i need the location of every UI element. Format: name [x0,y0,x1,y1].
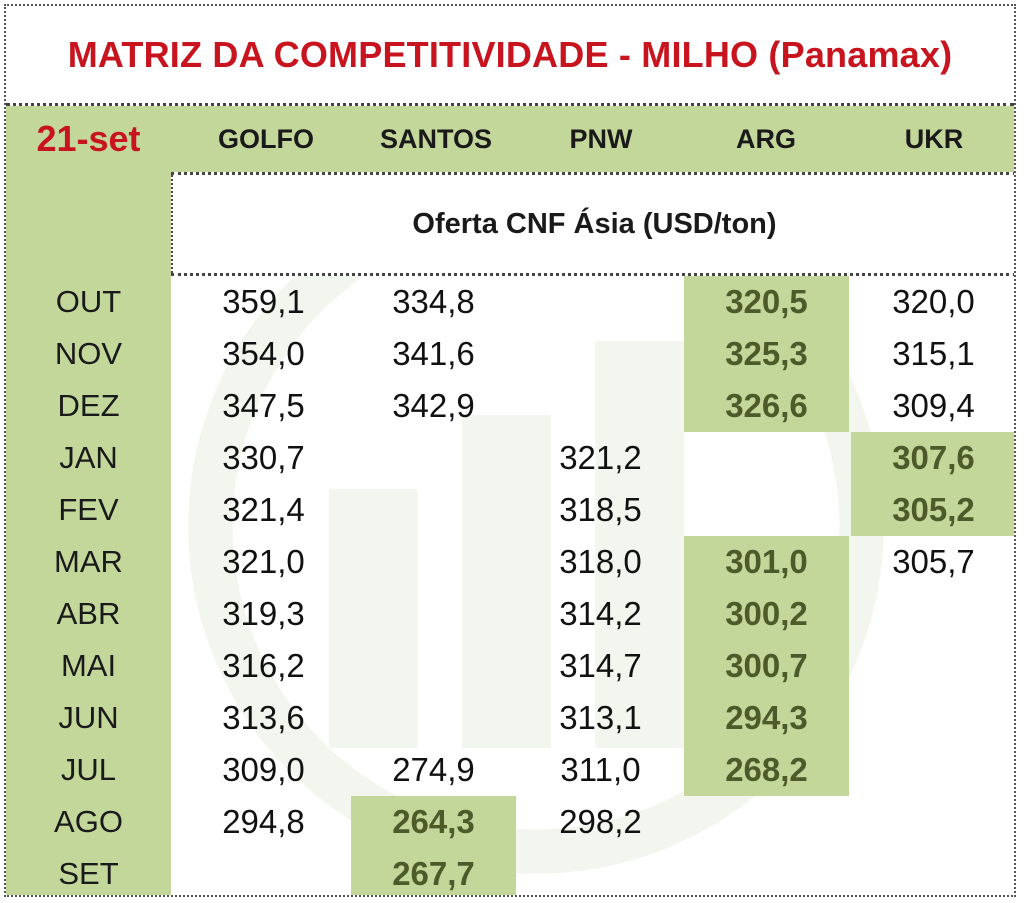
cell-golfo [181,848,346,895]
cell-ukr [851,588,1014,640]
column-header-band [171,106,1014,172]
date-label: 21-set [36,118,141,159]
cell-santos: 334,8 [392,283,475,320]
cell-ukr [851,640,1014,692]
cell-pnw [518,380,683,432]
best-offer-highlight [684,588,849,640]
cell-arg: 268,2 [725,751,808,788]
month-label: JUN [58,700,119,735]
cell-santos: 264,3 [392,803,475,840]
cell-ukr: 305,2 [892,491,975,528]
best-offer-highlight [684,692,849,744]
cell-santos [351,692,516,744]
cell-pnw [518,848,683,895]
cell-arg: 326,6 [725,387,808,424]
cell-arg [684,796,849,848]
best-offer-highlight [684,380,849,432]
cell-ukr: 307,6 [892,439,975,476]
page-title: MATRIZ DA COMPETITIVIDADE - MILHO (Panam… [67,33,953,75]
month-label: FEV [58,492,119,527]
column-header-arg: ARG [736,123,796,154]
cell-golfo: 359,1 [222,283,305,320]
cell-arg: 300,2 [725,595,808,632]
cell-arg: 325,3 [725,335,808,372]
cell-santos [351,536,516,588]
cell-ukr [851,744,1014,796]
competitiveness-matrix: MATRIZ DA COMPETITIVIDADE - MILHO (Panam… [4,4,1016,897]
cell-ukr [851,796,1014,848]
cell-santos [351,588,516,640]
month-label: NOV [54,336,123,371]
month-label: SET [58,856,119,891]
month-column-band [6,106,171,895]
cell-ukr [851,692,1014,744]
cell-santos [351,484,516,536]
best-offer-highlight [851,432,1014,484]
cell-golfo: 347,5 [222,387,305,424]
cell-pnw [518,328,683,380]
month-label: AGO [54,804,123,839]
month-label: MAR [54,544,123,579]
cell-pnw: 298,2 [559,803,642,840]
cell-golfo: 319,3 [222,595,305,632]
best-offer-highlight [851,484,1014,536]
month-label: MAI [60,648,117,683]
best-offer-highlight [684,276,849,328]
column-header-pnw: PNW [569,123,633,154]
month-label: DEZ [57,388,120,423]
best-offer-highlight [684,640,849,692]
best-offer-highlight [684,328,849,380]
cell-arg: 300,7 [725,647,808,684]
best-offer-highlight [684,536,849,588]
cell-arg [684,432,849,484]
cell-santos: 342,9 [392,387,475,424]
cell-ukr: 320,0 [892,283,975,320]
cell-pnw: 318,0 [559,543,642,580]
cell-ukr [851,848,1014,895]
table-subtitle: Oferta CNF Ásia (USD/ton) [171,172,1014,276]
cell-arg: 320,5 [725,283,808,320]
cell-pnw [518,276,683,328]
month-label: JUL [60,752,117,787]
cell-golfo: 294,8 [222,803,305,840]
cell-ukr: 309,4 [892,387,975,424]
month-label: ABR [56,596,121,631]
month-label: OUT [55,284,122,319]
cell-santos [351,432,516,484]
cell-golfo: 313,6 [222,699,305,736]
cell-pnw: 321,2 [559,439,642,476]
cell-golfo: 316,2 [222,647,305,684]
cell-pnw: 311,0 [560,751,641,788]
cell-santos: 341,6 [392,335,475,372]
cell-pnw: 314,2 [559,595,642,632]
cell-ukr: 315,1 [892,335,975,372]
cell-pnw: 314,7 [559,647,642,684]
cell-golfo: 309,0 [222,751,305,788]
cell-pnw: 313,1 [559,699,642,736]
cell-arg [684,484,849,536]
cell-arg: 301,0 [725,543,808,580]
cell-golfo: 330,7 [222,439,305,476]
cell-golfo: 321,0 [222,543,305,580]
column-header-ukr: UKR [904,123,964,154]
cell-golfo: 321,4 [222,491,305,528]
cell-pnw: 318,5 [559,491,642,528]
best-offer-highlight [351,796,516,848]
column-header-santos: SANTOS [379,123,493,154]
column-header-golfo: GOLFO [218,123,314,154]
cell-santos [351,640,516,692]
title-row: MATRIZ DA COMPETITIVIDADE - MILHO (Panam… [6,6,1014,106]
best-offer-highlight [351,848,516,895]
cell-arg: 294,3 [725,699,808,736]
month-label: JAN [59,440,118,475]
cell-santos: 267,7 [392,855,475,892]
cell-golfo: 354,0 [222,335,305,372]
cell-ukr: 305,7 [892,543,975,580]
cell-arg [684,848,849,895]
cell-santos: 274,9 [392,751,475,788]
best-offer-highlight [684,744,849,796]
